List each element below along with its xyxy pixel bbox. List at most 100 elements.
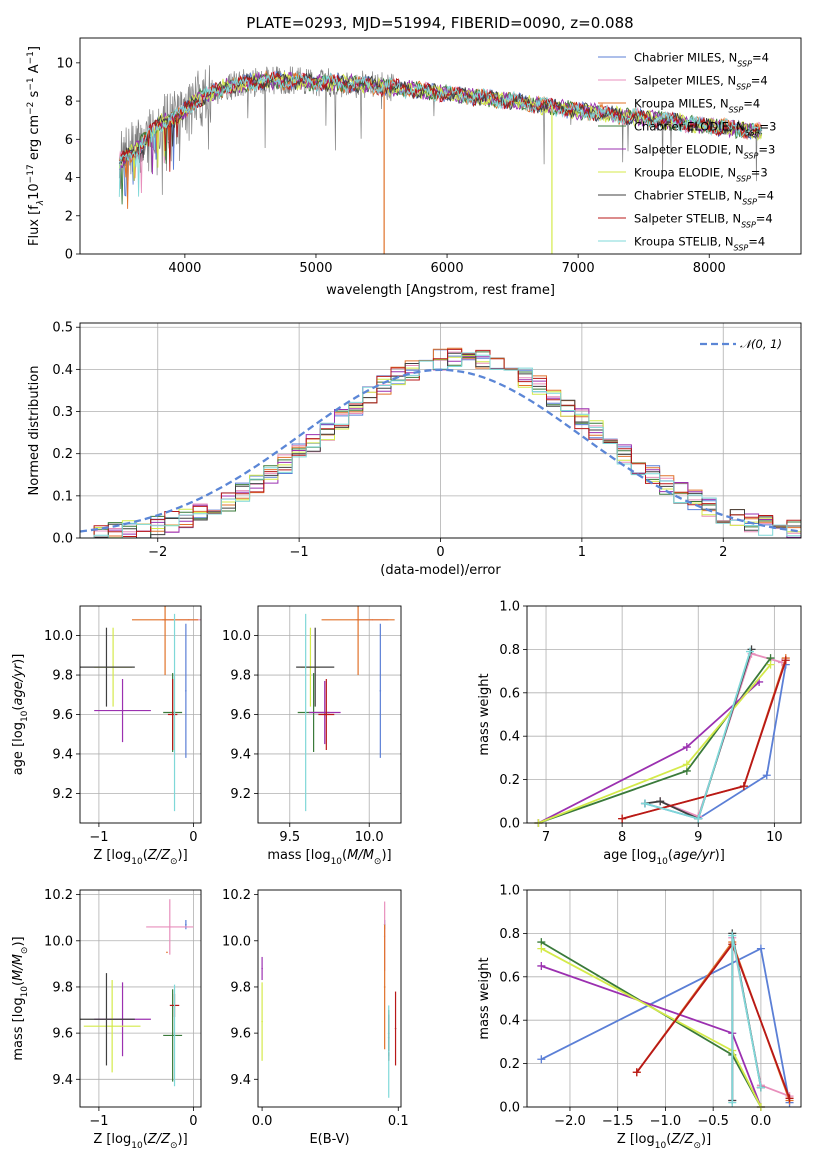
legend-text: Chabrier STELIB, N [634,189,742,203]
errorbar-marker [394,1027,397,1030]
legend-count: =4 [748,235,765,249]
y-tick-label: 0.8 [499,643,520,658]
errorbar-point [261,956,263,981]
errorbar-marker [185,690,187,692]
errorbar-marker [185,923,187,926]
label-part: erg cm [27,115,42,164]
legend-text: Kroupa MILES, N [634,97,729,111]
legend-text: Salpeter ELODIE, N [634,143,744,157]
legend-text: Chabrier MILES, N [634,51,737,65]
y-tick-label: 1.0 [499,600,520,615]
weight-marker [785,1094,794,1103]
label-part: mass [log [267,848,330,863]
y-axis-label: Normed distribution [27,366,42,496]
label-part: age/yr [673,848,716,863]
label-part: )] [11,654,26,664]
label-part: 10 [20,986,30,998]
label-part: age [log [11,722,26,775]
x-tick-label: 10 [766,830,783,845]
label-part: λ [36,200,46,206]
legend-sub: SSP [744,151,759,160]
axes-frame [79,889,202,1108]
errorbar-marker [304,711,307,714]
errorbar-point [318,678,335,751]
x-tick-label: 9.5 [279,830,300,845]
figure-title: PLATE=0293, MJD=51994, FIBERID=0090, z=0… [246,14,633,32]
x-tick-label: 10.0 [355,830,384,845]
weight-marker [762,771,771,780]
label-part: 10 [655,1141,667,1151]
label-part: ( [666,1132,671,1147]
errorbar-marker [323,711,326,714]
x-tick-label: −1 [89,1114,108,1129]
label-part: 10 [131,857,143,867]
legend-count: =4 [751,74,768,88]
x-tick-label: −1.0 [650,1114,682,1129]
axes-frame [257,889,402,1108]
errorbar-marker [171,713,174,716]
x-tick-label: 0 [189,830,197,845]
weight-line-3 [538,657,772,823]
y-tick-label: 9.4 [52,747,73,762]
errorbar-point [173,613,176,812]
label-part: )] [178,848,188,863]
weight-marker [682,760,691,769]
axes-frame [79,37,802,255]
label-part: ⊙ [693,1141,701,1151]
legend-text: Salpeter STELIB, N [634,212,741,226]
errorbar-point [185,920,187,930]
legend-count: =3 [758,143,775,157]
label-part: s [27,90,42,101]
label-part: ( [143,1132,148,1147]
label-part: )] [701,1132,711,1147]
weight-line-8 [644,651,751,820]
axes-frame [526,605,802,824]
x-axis-label: age [log10(age/yr)] [603,848,725,867]
errorbar-point [387,1005,390,1098]
y-tick-label: 0.0 [499,817,520,832]
ebv-mass-panel: 0.0 0.1 9.4 9.6 9.8 10.0 10.2 E(B-V) [222,888,409,1147]
y-tick-label: 10.2 [222,888,251,903]
weight-line-4 [541,965,762,1107]
legend-text: Kroupa STELIB, N [634,235,734,249]
errorbar-marker [387,1050,390,1053]
x-tick-label: 0 [189,1114,197,1129]
x-tick-label: 7000 [562,261,595,276]
weight-marker [682,743,691,752]
legend-sub: SSP [745,128,760,137]
legend-text: Chabrier ELODIE, N [634,120,745,134]
spectrum-model-8 [118,71,763,197]
errorbar-point [163,989,183,1082]
legend-label: Chabrier STELIB, NSSP=4 [634,189,774,207]
y-tick-label: 0.5 [52,321,73,336]
x-tick-label: 5000 [299,261,332,276]
errorbar-point [80,627,135,707]
legend-label: Salpeter STELIB, NSSP=4 [634,212,773,230]
label-part: −17 [26,164,36,183]
legend-sub: SSP [736,82,751,91]
errorbar-point [167,678,178,751]
weight-marker [694,814,703,823]
errorbar-marker [169,926,171,928]
weight-marker [756,1083,765,1092]
label-part: Z/Z [147,1132,171,1147]
y-axis-label: mass weight [477,673,492,755]
weight-marker [618,814,627,823]
x-axis-label: wavelength [Angstrom, rest frame] [326,283,555,298]
y-tick-label: 0 [65,248,73,263]
errorbar-point [94,678,151,743]
y-tick-label: 0.4 [499,1014,520,1029]
errorbar-marker [121,709,124,712]
x-tick-label: −1 [89,830,108,845]
x-tick-label: −1 [290,545,309,560]
y-tick-label: 10 [56,56,73,71]
label-part: ( [11,981,26,986]
errorbar-marker [171,1034,174,1037]
label-part: −2 [26,102,36,115]
y-tick-label: 9.8 [52,669,73,684]
errorbar-point [308,680,341,745]
errorbar-point [146,899,194,955]
weight-marker [640,799,649,808]
